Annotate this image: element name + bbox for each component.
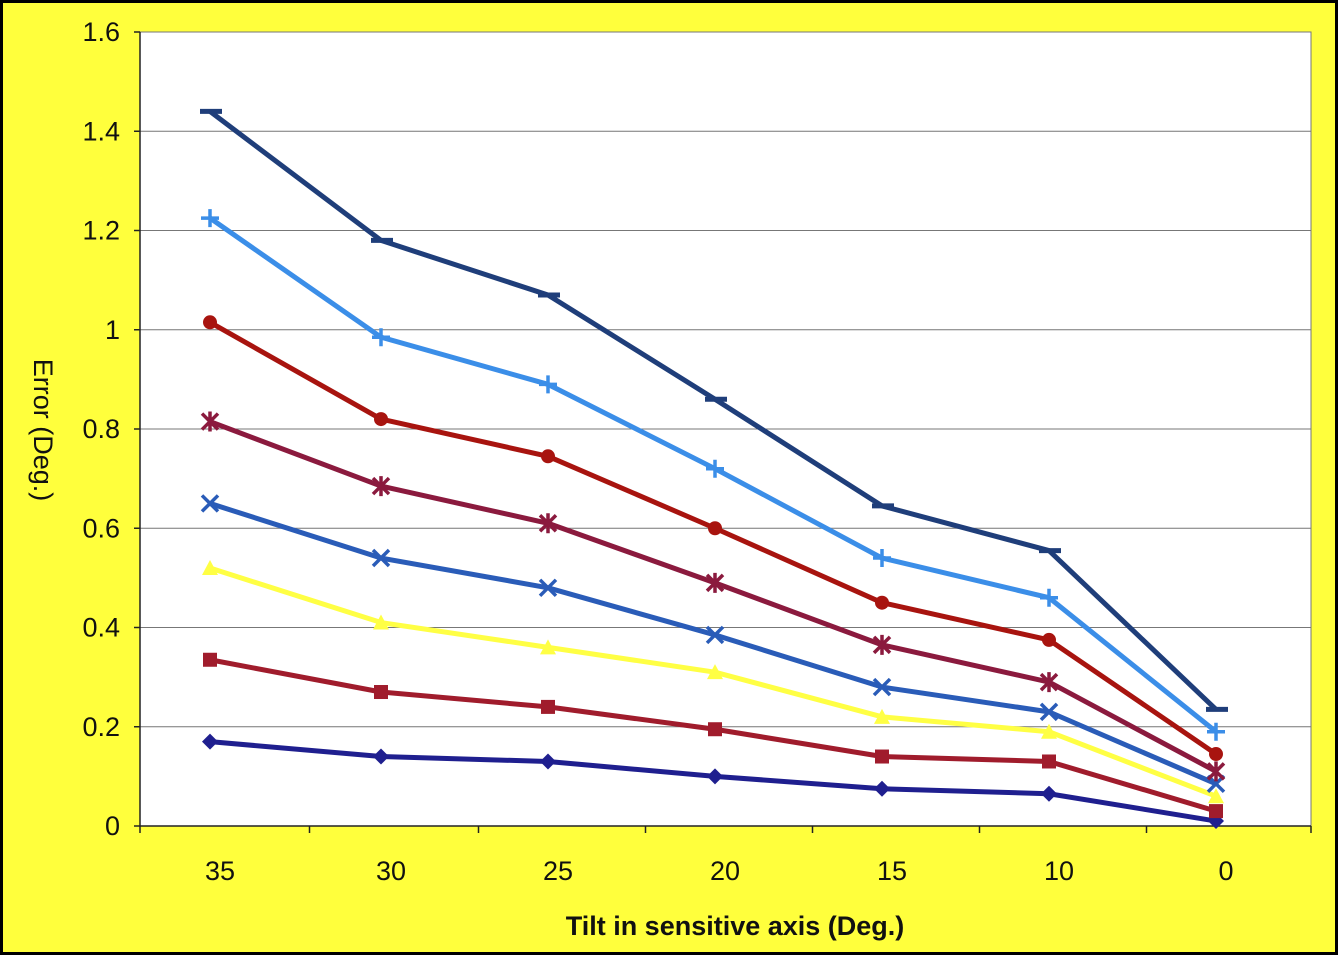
y-tick-label: 0.8 xyxy=(82,414,120,444)
data-point xyxy=(1206,761,1226,782)
data-point xyxy=(874,708,890,724)
data-point xyxy=(539,375,557,394)
data-point xyxy=(371,476,391,497)
x-tick-label: 20 xyxy=(710,856,740,886)
gridlines xyxy=(140,31,1311,728)
data-point xyxy=(538,578,558,598)
data-point xyxy=(1209,747,1223,762)
y-tick-labels: 0 0.2 0.4 0.6 0.8 1 1.2 1.4 1.6 xyxy=(82,17,140,841)
data-point xyxy=(200,411,220,432)
y-tick-label: 0.6 xyxy=(82,513,120,543)
data-point xyxy=(1039,672,1059,693)
data-point xyxy=(1209,804,1223,819)
data-point xyxy=(203,652,217,667)
data-point xyxy=(874,780,890,797)
data-point xyxy=(373,748,389,765)
series-3 xyxy=(202,559,1224,804)
data-point xyxy=(372,328,390,347)
data-point xyxy=(201,209,219,228)
series-5 xyxy=(200,411,1226,782)
data-point xyxy=(875,595,889,610)
x-tick-labels: 35 30 25 20 15 10 0 xyxy=(139,826,1312,886)
data-point xyxy=(1207,722,1225,741)
y-tick-label: 1.6 xyxy=(82,17,120,47)
data-point xyxy=(1041,723,1057,739)
data-point xyxy=(707,768,723,785)
data-point xyxy=(875,749,889,764)
data-point xyxy=(1208,788,1224,804)
data-point xyxy=(540,639,556,655)
data-point xyxy=(200,494,220,513)
data-point xyxy=(872,677,892,697)
y-tick-label: 1 xyxy=(105,315,120,345)
y-tick-label: 1.4 xyxy=(82,116,120,146)
x-tick-label: 15 xyxy=(877,856,907,886)
x-tick-label: 10 xyxy=(1044,856,1074,886)
data-point xyxy=(373,614,389,630)
data-point xyxy=(371,548,391,568)
y-tick-label: 0.4 xyxy=(82,613,120,643)
data-point xyxy=(1040,588,1058,607)
data-point xyxy=(541,449,555,464)
x-axis-title: Tilt in sensitive axis (Deg.) xyxy=(566,911,905,941)
data-point xyxy=(1042,632,1056,647)
x-tick-label: 30 xyxy=(376,856,406,886)
data-point xyxy=(203,315,217,330)
series-2 xyxy=(203,652,1223,819)
series-7 xyxy=(201,209,1225,741)
data-point xyxy=(538,513,558,534)
data-point xyxy=(705,625,725,645)
series-1 xyxy=(202,733,1224,830)
data-point xyxy=(540,753,556,770)
data-series xyxy=(200,108,1228,830)
x-tick-label: 25 xyxy=(543,856,573,886)
y-axis-title: Error (Deg.) xyxy=(28,359,58,502)
series-8 xyxy=(200,108,1228,712)
y-tick-label: 1.2 xyxy=(82,216,120,246)
data-point xyxy=(707,664,723,680)
data-point xyxy=(202,559,218,575)
data-point xyxy=(374,412,388,427)
series-6 xyxy=(203,315,1223,762)
data-point xyxy=(202,733,218,750)
data-point xyxy=(706,459,724,478)
data-point xyxy=(873,549,891,568)
data-point xyxy=(541,699,555,714)
data-point xyxy=(1042,754,1056,769)
data-point xyxy=(374,685,388,700)
x-tick-label: 0 xyxy=(1218,856,1233,886)
data-point xyxy=(708,722,722,737)
data-point xyxy=(1041,785,1057,802)
data-point xyxy=(872,634,892,655)
data-point xyxy=(708,521,722,536)
data-point xyxy=(705,572,725,593)
x-tick-label: 35 xyxy=(205,856,235,886)
y-tick-label: 0.2 xyxy=(82,712,120,742)
data-point xyxy=(1039,702,1059,722)
y-tick-label: 0 xyxy=(105,811,120,841)
